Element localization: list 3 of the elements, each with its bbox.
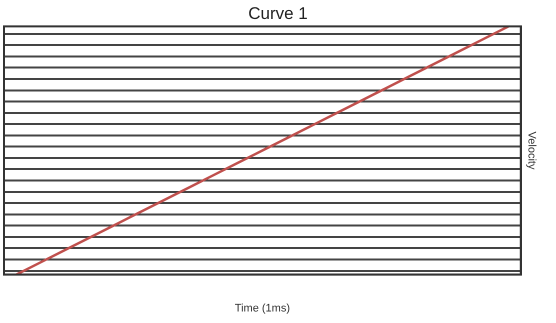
chart-title: Curve 1: [248, 4, 308, 23]
y-axis-title: Velocity: [525, 132, 538, 170]
x-axis-title: Time (1ms): [234, 302, 290, 314]
